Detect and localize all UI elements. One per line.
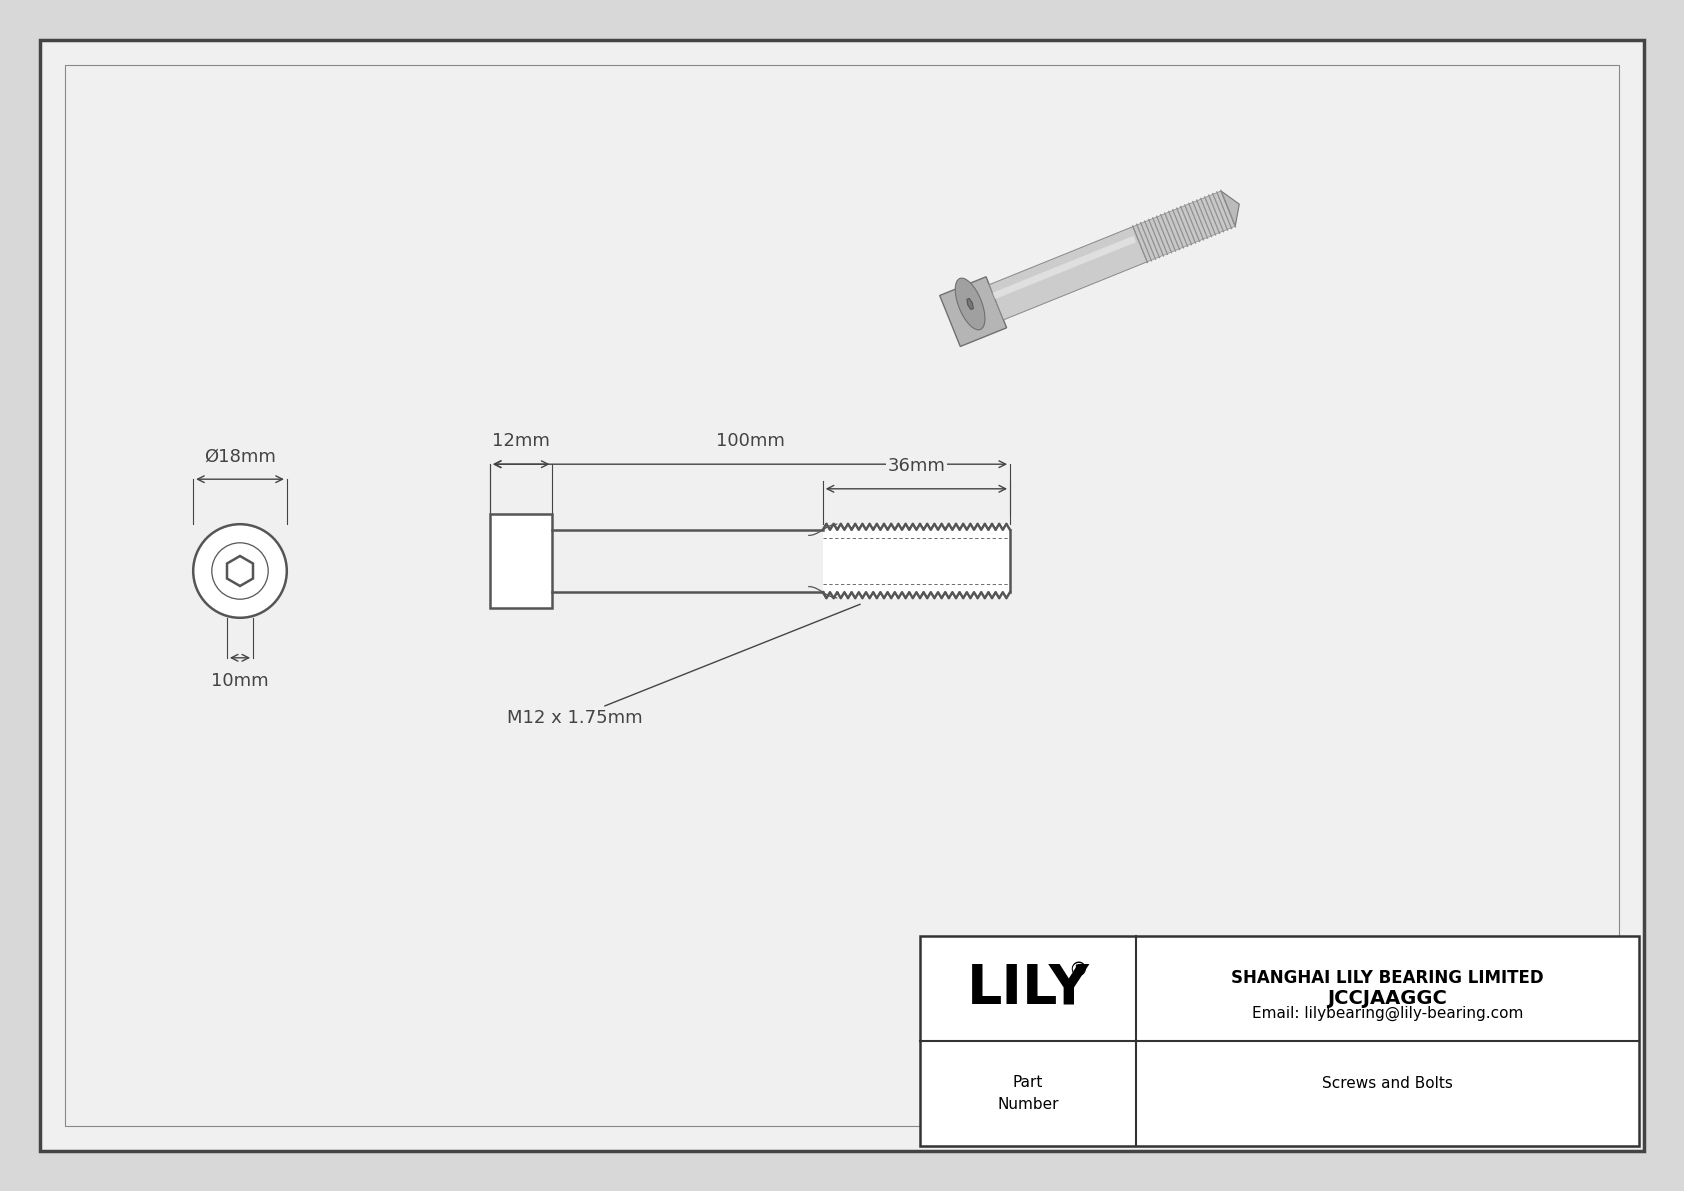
Bar [66, 66, 1618, 1125]
Bar [490, 515, 552, 607]
Polygon shape [989, 226, 1147, 320]
Text: Part
Number: Part Number [997, 1075, 1059, 1112]
Text: Screws and Bolts: Screws and Bolts [1322, 1075, 1453, 1091]
Polygon shape [1221, 191, 1239, 226]
Polygon shape [1133, 191, 1236, 262]
Bar [919, 936, 1639, 1146]
Text: ®: ® [1068, 961, 1088, 980]
Circle shape [194, 524, 286, 618]
Bar [823, 524, 1010, 598]
Polygon shape [940, 276, 1007, 347]
Text: Email: lilybearing@lily-bearing.com: Email: lilybearing@lily-bearing.com [1251, 1006, 1522, 1022]
Text: SHANGHAI LILY BEARING LIMITED: SHANGHAI LILY BEARING LIMITED [1231, 969, 1544, 987]
Text: 100mm: 100mm [716, 432, 785, 450]
Text: 36mm: 36mm [887, 457, 945, 475]
Text: 12mm: 12mm [492, 432, 551, 450]
Text: LILY: LILY [967, 961, 1090, 1016]
Text: Ø18mm: Ø18mm [204, 447, 276, 466]
Text: M12 x 1.75mm: M12 x 1.75mm [507, 604, 861, 727]
Text: 10mm: 10mm [210, 672, 269, 690]
Ellipse shape [955, 279, 985, 330]
Polygon shape [967, 299, 973, 310]
Polygon shape [992, 236, 1137, 299]
Text: JCCJAAGGC: JCCJAAGGC [1327, 990, 1447, 1009]
